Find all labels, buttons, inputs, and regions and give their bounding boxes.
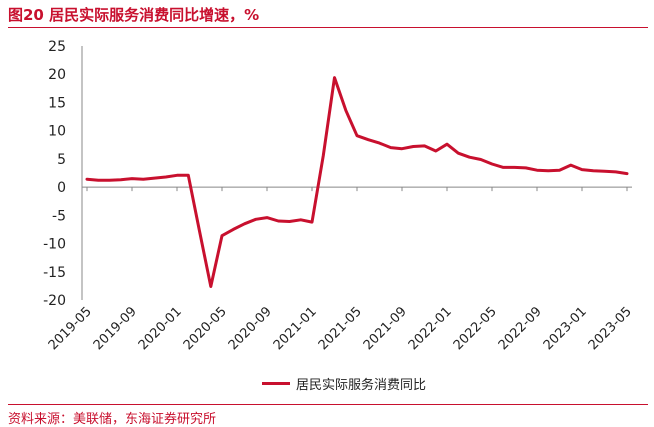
x-tick-label: 2020-09 — [226, 304, 275, 353]
y-tick-label: 20 — [48, 67, 66, 83]
y-tick-label: 0 — [57, 180, 66, 196]
y-tick-label: 10 — [48, 124, 66, 140]
y-tick-label: 5 — [57, 152, 66, 168]
series-line — [85, 76, 629, 288]
y-tick-label: 15 — [48, 95, 66, 111]
y-tick-label: -20 — [43, 293, 66, 309]
x-tick-label: 2021-05 — [316, 304, 365, 353]
y-tick-label: -10 — [43, 237, 66, 253]
chart-title: 图20 居民实际服务消费同比增速，% — [8, 6, 260, 24]
x-tick-label: 2021-01 — [271, 304, 320, 353]
y-axis: 25 20 15 10 5 0 -5 -10 -15 -20 — [43, 39, 83, 309]
x-axis: 2019-052019-092020-012020-052020-092021-… — [46, 186, 635, 353]
source-divider — [8, 404, 648, 405]
x-tick-label: 2019-09 — [91, 304, 140, 353]
x-tick-label: 2022-09 — [496, 304, 545, 353]
x-tick-label: 2019-05 — [46, 304, 95, 353]
legend-label: 居民实际服务消费同比 — [296, 378, 427, 393]
x-tick-label: 2020-01 — [136, 304, 185, 353]
x-tick-label: 2023-01 — [541, 304, 590, 353]
y-tick-label: 25 — [48, 39, 66, 55]
legend-swatch — [262, 382, 290, 385]
y-tick-label: -5 — [52, 208, 66, 224]
x-tick-label: 2021-09 — [361, 304, 410, 353]
title-divider — [8, 27, 648, 28]
x-tick-label: 2020-05 — [181, 304, 230, 353]
x-tick-label: 2022-05 — [451, 304, 500, 353]
x-tick-label: 2022-01 — [406, 304, 455, 353]
source-note: 资料来源：美联储，东海证券研究所 — [8, 412, 217, 427]
y-tick-label: -15 — [43, 265, 66, 281]
legend: 居民实际服务消费同比 — [0, 374, 654, 393]
x-tick-label: 2023-05 — [586, 304, 635, 353]
series-layer — [85, 76, 629, 288]
